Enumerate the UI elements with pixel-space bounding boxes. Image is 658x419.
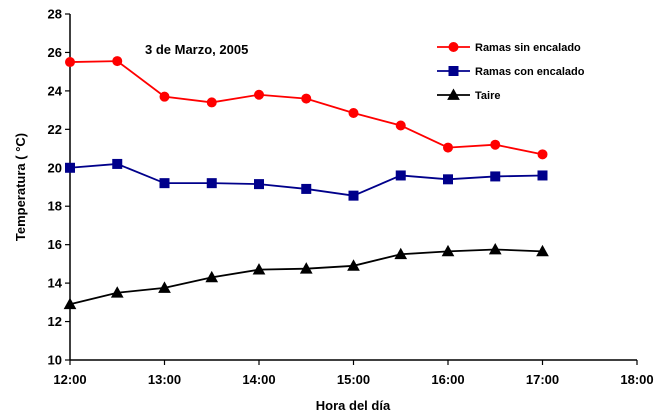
- y-axis-title: Temperatura ( °C): [13, 133, 28, 241]
- data-point: [348, 107, 359, 118]
- data-point: [301, 93, 312, 104]
- legend-item: Ramas con encalado: [437, 66, 585, 78]
- data-point: [490, 139, 501, 150]
- data-point: [159, 178, 170, 189]
- y-tick-label: 16: [48, 237, 62, 252]
- data-point: [395, 120, 406, 131]
- legend-item: Ramas sin encalado: [437, 42, 581, 54]
- data-point: [112, 56, 123, 67]
- data-point: [65, 162, 75, 173]
- series-2: [65, 158, 548, 201]
- y-tick-label: 22: [48, 122, 62, 137]
- data-point: [252, 263, 266, 275]
- x-tick-label: 14:00: [242, 372, 275, 387]
- data-point: [206, 178, 217, 189]
- series-1: [65, 56, 548, 160]
- data-point: [206, 97, 217, 108]
- data-point: [301, 183, 312, 194]
- data-point: [63, 297, 77, 310]
- axes: 10 12 14 16 18 20 22 24 26 28 12:00 13:00 14:00 15:00…: [48, 7, 654, 388]
- data-point: [348, 190, 359, 201]
- x-tick-label: 13:00: [148, 372, 181, 387]
- data-point: [205, 270, 219, 283]
- legend-label: Ramas sin encalado: [475, 42, 581, 54]
- legend-item: Taire: [437, 88, 500, 102]
- x-axis-title: Hora del día: [316, 398, 391, 413]
- chart-annotation: 3 de Marzo, 2005: [145, 42, 248, 57]
- y-tick-label: 26: [48, 45, 62, 60]
- data-point: [537, 149, 548, 160]
- data-point: [490, 171, 501, 182]
- x-tick-label: 17:00: [526, 372, 559, 387]
- legend-marker: [447, 88, 460, 100]
- x-tick-label: 18:00: [620, 372, 653, 387]
- data-point: [158, 281, 171, 293]
- y-tick-label: 24: [48, 83, 63, 98]
- legend-marker: [448, 66, 459, 76]
- data-point: [536, 244, 549, 257]
- data-point: [488, 242, 502, 255]
- data-point: [159, 91, 170, 102]
- data-point: [112, 158, 123, 169]
- data-point: [65, 57, 75, 68]
- data-point: [537, 170, 548, 181]
- y-tick-label: 28: [48, 7, 62, 22]
- y-tick-label: 18: [48, 199, 62, 214]
- series-3: [63, 242, 549, 310]
- y-tick-label: 14: [48, 276, 63, 291]
- legend-label: Taire: [475, 90, 500, 102]
- legend-marker: [448, 42, 459, 52]
- legend: Ramas sin encalado Ramas con encalado Tair…: [437, 42, 585, 102]
- data-point: [254, 89, 264, 100]
- data-point: [394, 247, 408, 260]
- data-point: [443, 142, 453, 153]
- x-tick-label: 16:00: [431, 372, 464, 387]
- x-tick-label: 12:00: [53, 372, 86, 387]
- data-point: [299, 262, 313, 274]
- data-point: [110, 286, 124, 298]
- data-point: [395, 170, 406, 181]
- y-tick-label: 10: [48, 353, 62, 368]
- series-layer: [63, 56, 549, 310]
- data-point: [441, 244, 455, 257]
- data-point: [443, 174, 453, 185]
- data-point: [347, 259, 360, 271]
- y-tick-label: 12: [48, 314, 62, 329]
- data-point: [254, 179, 264, 190]
- y-tick-label: 20: [48, 160, 62, 175]
- legend-label: Ramas con encalado: [475, 66, 585, 78]
- x-tick-label: 15:00: [337, 372, 370, 387]
